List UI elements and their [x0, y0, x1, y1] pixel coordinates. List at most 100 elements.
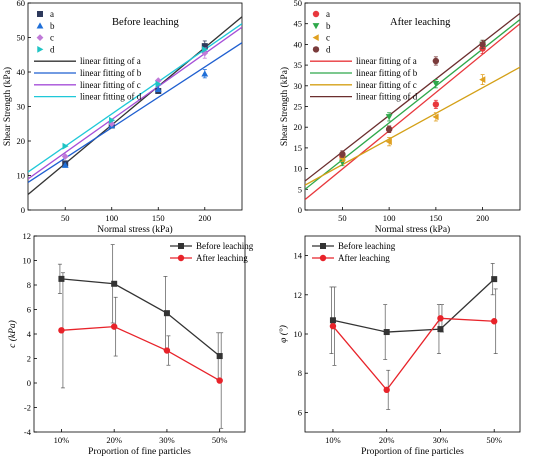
y-tick-label: 20	[17, 136, 26, 146]
y-axis-label: Shear Strength (kPa)	[279, 67, 290, 146]
y-tick-label: 10	[294, 329, 303, 339]
data-point	[163, 310, 170, 317]
y-tick-label: 2	[27, 354, 31, 364]
legend-marker-a	[37, 11, 43, 17]
y-tick-label: 12	[23, 231, 32, 241]
legend-marker	[320, 243, 326, 249]
y-tick-label: 15	[294, 143, 303, 153]
legend-label: linear fitting of c	[356, 80, 417, 90]
x-tick-label: 20%	[106, 435, 122, 445]
y-axis-label: Shear Strength (kPa)	[2, 67, 13, 146]
data-point	[329, 317, 336, 324]
y-tick-label: 25	[294, 102, 303, 112]
legend-label: After leaching	[196, 253, 248, 263]
legend: Before leaching After leaching	[170, 241, 254, 263]
plot-frame	[304, 235, 521, 433]
y-tick-label: 4	[27, 329, 32, 339]
fit-line	[305, 19, 520, 190]
y-axis-label: φ (°)	[278, 325, 289, 343]
y-tick-label: 14	[294, 251, 303, 261]
legend-marker	[319, 254, 327, 262]
data-point	[437, 315, 444, 322]
y-tick-label: 40	[294, 39, 303, 49]
data-point	[216, 377, 223, 384]
y-tick-label: 8	[27, 280, 31, 290]
x-axis-label: Normal stress (kPa)	[97, 224, 172, 235]
series-line	[332, 317, 495, 391]
legend-label: linear fitting of d	[356, 92, 418, 102]
chart-panel-p4: 6 8 10 12 14 10% 20% 30% 50% Proportion of fine p…	[278, 235, 521, 457]
data-point-a	[432, 101, 440, 108]
data-point-d	[385, 126, 393, 133]
data-point-d	[62, 142, 69, 150]
legend-label: a	[326, 9, 330, 19]
legend-label: linear fitting of b	[80, 68, 142, 78]
y-tick-label: 0	[21, 205, 25, 215]
y-tick-label: 12	[294, 290, 303, 300]
legend-label: linear fitting of d	[80, 92, 142, 102]
fit-line	[305, 23, 520, 201]
x-tick-label: 50%	[486, 435, 502, 445]
series-line	[332, 278, 495, 333]
data-point	[216, 353, 223, 360]
chart-panel-p1: 0 10 20 30 40 50 60 50 100 150 200 Normal stress (k…	[2, 0, 243, 235]
legend-marker-d	[312, 46, 320, 53]
legend-label: c	[326, 33, 330, 43]
y-tick-label: -4	[24, 427, 32, 437]
legend-label: c	[50, 33, 54, 43]
legend-label: Before leaching	[338, 241, 396, 251]
x-tick-label: 30%	[159, 435, 175, 445]
legend: Before leaching After leaching	[312, 241, 396, 263]
plot-frame	[27, 2, 243, 211]
data-point-c	[385, 138, 392, 146]
y-tick-label: 60	[17, 0, 26, 8]
legend-marker-b	[312, 23, 320, 30]
data-point	[163, 347, 171, 354]
y-tick-label: 50	[294, 0, 303, 8]
x-tick-label: 20%	[379, 435, 395, 445]
legend-label: After leaching	[338, 253, 390, 263]
legend-label: d	[326, 44, 331, 54]
fit-line	[28, 16, 242, 195]
x-tick-label: 100	[383, 213, 396, 223]
x-tick-label: 50	[338, 213, 347, 223]
y-tick-label: 10	[23, 256, 32, 266]
data-point	[58, 275, 65, 282]
legend-label: linear fitting of a	[356, 56, 417, 66]
data-point-b	[201, 70, 209, 77]
x-tick-label: 30%	[433, 435, 449, 445]
legend-marker-c	[36, 34, 44, 41]
y-tick-label: 10	[17, 171, 26, 181]
data-point	[383, 329, 390, 336]
data-point	[491, 318, 498, 325]
data-point-d	[155, 80, 162, 88]
plot-frame	[304, 2, 521, 211]
chart-title: Before leaching	[112, 17, 180, 28]
data-point-c	[432, 113, 439, 121]
x-tick-label: 200	[198, 213, 211, 223]
data-point	[111, 280, 118, 287]
fit-line	[28, 26, 242, 180]
x-axis-label: Proportion of fine particles	[361, 446, 464, 457]
series-line	[61, 278, 221, 357]
x-tick-label: 50%	[212, 435, 228, 445]
data-layer	[305, 12, 520, 201]
data-point-c	[61, 153, 69, 160]
data-point-d	[339, 150, 346, 158]
fit-line	[28, 42, 242, 183]
y-tick-label: -2	[24, 403, 31, 413]
x-tick-label: 100	[105, 213, 118, 223]
x-tick-label: 10%	[325, 435, 341, 445]
legend-label: linear fitting of a	[80, 56, 141, 66]
data-point-a	[201, 43, 208, 50]
legend-label: b	[326, 21, 331, 31]
y-tick-label: 8	[298, 368, 302, 378]
data-point-b	[385, 114, 393, 121]
data-layer	[329, 263, 498, 410]
x-tick-label: 50	[61, 213, 70, 223]
legend-label: Before leaching	[196, 241, 254, 251]
x-tick-label: 10%	[54, 435, 70, 445]
